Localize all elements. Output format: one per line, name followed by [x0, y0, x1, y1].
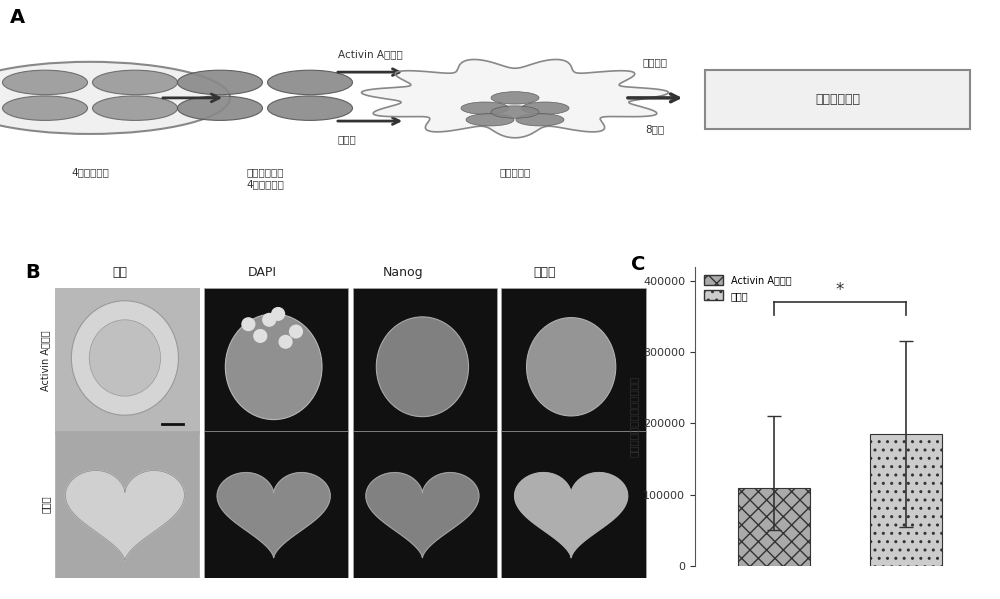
Text: 8天后: 8天后	[645, 124, 665, 134]
Bar	[55, 288, 199, 434]
Text: C: C	[631, 255, 646, 274]
Ellipse shape	[89, 320, 161, 396]
Text: B: B	[25, 263, 40, 282]
Polygon shape	[515, 473, 628, 558]
Text: 4细胞期胚胎: 4细胞期胚胎	[71, 168, 109, 177]
Polygon shape	[65, 471, 184, 561]
Ellipse shape	[92, 70, 178, 95]
Ellipse shape	[225, 314, 322, 419]
Polygon shape	[366, 473, 479, 558]
Circle shape	[279, 335, 292, 348]
Text: Activin A处理组: Activin A处理组	[41, 331, 51, 391]
Text: 接种胚胎: 接种胚胎	[642, 57, 668, 67]
Bar	[55, 431, 199, 578]
Ellipse shape	[178, 96, 262, 120]
Bar	[352, 431, 497, 578]
Ellipse shape	[521, 102, 569, 114]
Text: A: A	[10, 8, 25, 27]
Text: *: *	[836, 281, 844, 299]
Ellipse shape	[268, 70, 352, 95]
Legend: Activin A处理组, 对照组: Activin A处理组, 对照组	[700, 271, 795, 304]
Circle shape	[290, 325, 302, 338]
Bar	[204, 431, 348, 578]
Text: Nanog: Nanog	[383, 266, 424, 279]
Text: 囊胚期胚胎: 囊胚期胚胎	[499, 168, 531, 177]
Bar	[204, 288, 348, 434]
Bar	[870, 434, 942, 566]
Ellipse shape	[178, 70, 262, 95]
Bar	[738, 488, 810, 566]
Polygon shape	[361, 59, 668, 138]
Ellipse shape	[2, 70, 88, 95]
Text: DAPI: DAPI	[247, 266, 276, 279]
Circle shape	[272, 308, 285, 320]
Text: 明场: 明场	[113, 266, 128, 279]
Ellipse shape	[376, 317, 469, 417]
Ellipse shape	[461, 102, 509, 114]
Text: 免疫荧光染色: 免疫荧光染色	[816, 93, 860, 105]
Ellipse shape	[466, 114, 514, 126]
Ellipse shape	[2, 96, 88, 120]
Ellipse shape	[527, 317, 616, 416]
Bar	[501, 431, 646, 578]
Y-axis label: 衍生物平均面积（平方微米）: 衍生物平均面积（平方微米）	[629, 376, 639, 457]
FancyBboxPatch shape	[705, 69, 970, 129]
Ellipse shape	[516, 114, 564, 126]
Text: Activin A处理组: Activin A处理组	[338, 49, 403, 59]
Ellipse shape	[491, 106, 539, 118]
Ellipse shape	[491, 92, 539, 104]
Text: 组合图: 组合图	[533, 266, 556, 279]
Polygon shape	[217, 473, 330, 558]
Ellipse shape	[92, 96, 178, 120]
Text: 对照组: 对照组	[41, 496, 51, 513]
Circle shape	[263, 313, 276, 326]
Circle shape	[0, 62, 230, 134]
Bar	[352, 288, 497, 434]
Text: 对照组: 对照组	[338, 134, 357, 144]
Ellipse shape	[71, 301, 178, 415]
Text: 去除透明带的
4细胞期胚胎: 去除透明带的 4细胞期胚胎	[246, 168, 284, 189]
Bar	[501, 288, 646, 434]
Circle shape	[254, 329, 267, 342]
Ellipse shape	[268, 96, 352, 120]
Circle shape	[242, 318, 255, 331]
